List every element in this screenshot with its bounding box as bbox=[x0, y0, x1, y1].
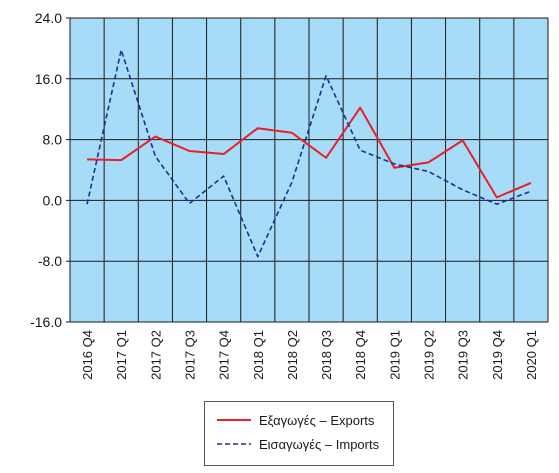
x-tick-label: 2017 Q2 bbox=[148, 330, 163, 380]
legend-label-exports: Εξαγωγές – Exports bbox=[259, 412, 375, 428]
x-tick-label: 2018 Q2 bbox=[285, 330, 300, 380]
x-tick-label: 2017 Q1 bbox=[114, 330, 129, 380]
y-tick-label: 0.0 bbox=[43, 192, 63, 208]
x-tick-label: 2019 Q1 bbox=[387, 330, 402, 380]
legend-item-imports: Εισαγωγές – Imports bbox=[215, 435, 379, 453]
x-tick-label: 2019 Q3 bbox=[456, 330, 471, 380]
series-lines bbox=[86, 49, 532, 258]
x-tick-label: 2016 Q4 bbox=[80, 330, 95, 380]
y-tick-label: 24.0 bbox=[35, 10, 62, 26]
legend-swatch-imports bbox=[217, 443, 251, 445]
grid bbox=[66, 17, 549, 323]
series-line-exports bbox=[87, 106, 532, 199]
x-tick-label: 2017 Q3 bbox=[183, 330, 198, 380]
y-tick-label: -8.0 bbox=[38, 253, 62, 269]
y-axis-ticks: 24.0 16.0 8.0 0.0 -8.0 -16.0 bbox=[30, 10, 62, 330]
y-tick-label: -16.0 bbox=[30, 314, 62, 330]
x-tick-label: 2020 Q1 bbox=[524, 330, 539, 380]
y-tick-label: 16.0 bbox=[35, 71, 62, 87]
x-tick-label: 2017 Q4 bbox=[217, 330, 232, 380]
x-tick-label: 2018 Q4 bbox=[353, 330, 368, 380]
x-tick-label: 2018 Q3 bbox=[319, 330, 334, 380]
x-tick-label: 2018 Q1 bbox=[251, 330, 266, 380]
x-axis-ticks: 2016 Q4 2017 Q1 2017 Q2 2017 Q3 2017 Q4 2018 … bbox=[80, 330, 539, 380]
legend-swatch-exports bbox=[217, 419, 251, 421]
legend-label-imports: Εισαγωγές – Imports bbox=[259, 436, 380, 452]
y-tick-label: 8.0 bbox=[43, 132, 63, 148]
legend: Εξαγωγές – Exports Εισαγωγές – Imports bbox=[204, 401, 394, 466]
legend-item-exports: Εξαγωγές – Exports bbox=[215, 411, 374, 429]
x-tick-label: 2019 Q4 bbox=[490, 330, 505, 380]
x-tick-label: 2019 Q2 bbox=[422, 330, 437, 380]
